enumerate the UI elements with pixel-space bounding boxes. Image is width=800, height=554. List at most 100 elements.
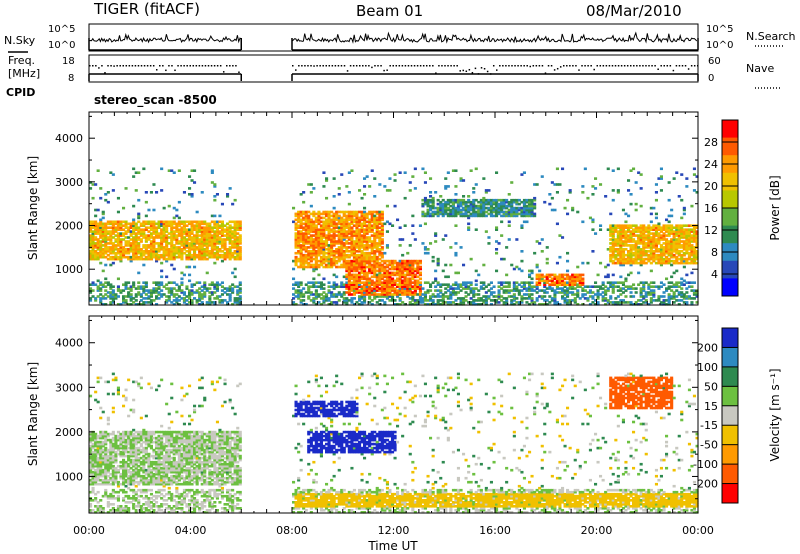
heatmap-cell <box>170 301 174 304</box>
heatmap-cell <box>368 281 372 284</box>
heatmap-cell <box>627 253 631 257</box>
heatmap-cell <box>670 285 674 288</box>
heatmap-cell <box>319 212 323 216</box>
heatmap-cell <box>388 267 392 271</box>
heatmap-cell <box>484 198 488 202</box>
heatmap-cell <box>378 232 382 235</box>
heatmap-cell <box>667 259 671 263</box>
heatmap-cell <box>662 261 666 265</box>
heatmap-cell <box>421 242 425 245</box>
heatmap-cell <box>309 285 313 288</box>
heatmap-cell <box>444 287 448 290</box>
heatmap-cell <box>459 198 463 202</box>
heatmap-cell <box>355 287 359 290</box>
heatmap-cell <box>512 287 516 290</box>
heatmap-cell <box>436 299 440 302</box>
heatmap-cell <box>553 273 557 277</box>
heatmap-cell <box>647 255 651 259</box>
heatmap-cell <box>205 224 209 227</box>
heatmap-cell <box>444 200 448 204</box>
heatmap-cell <box>401 281 405 284</box>
heatmap-cell <box>210 246 214 249</box>
freq-label-line2: [MHz] <box>8 67 40 80</box>
heatmap-cell <box>502 204 506 208</box>
heatmap-cell <box>662 259 666 263</box>
heatmap-cell <box>363 291 367 294</box>
heatmap-cell <box>193 250 197 253</box>
nave-point <box>198 65 201 67</box>
heatmap-cell <box>370 271 374 275</box>
heatmap-cell <box>614 244 618 247</box>
heatmap-cell <box>429 303 433 306</box>
heatmap-cell <box>393 261 397 265</box>
heatmap-cell <box>139 234 143 237</box>
heatmap-cell <box>198 240 202 243</box>
heatmap-cell <box>543 303 547 306</box>
heatmap-cell <box>378 269 382 273</box>
heatmap-cell <box>639 238 643 241</box>
heatmap-cell <box>215 248 219 251</box>
heatmap-cell <box>550 283 554 286</box>
heatmap-cell <box>637 257 641 261</box>
heatmap-cell <box>132 255 136 259</box>
heatmap-cell <box>302 238 306 241</box>
heatmap-cell <box>611 198 615 202</box>
heatmap-cell <box>368 261 372 265</box>
heatmap-cell <box>345 216 349 220</box>
heatmap-cell <box>127 251 131 255</box>
heatmap-cell <box>505 301 509 304</box>
heatmap-cell <box>672 240 676 243</box>
heatmap-cell <box>396 291 400 294</box>
heatmap-cell <box>91 244 95 247</box>
heatmap-cell <box>89 255 93 259</box>
heatmap-cell <box>451 287 455 290</box>
heatmap-cell <box>398 269 402 273</box>
heatmap-cell <box>370 269 374 273</box>
heatmap-cell <box>236 240 240 243</box>
heatmap-cell <box>520 295 524 298</box>
heatmap-cell <box>139 240 143 243</box>
heatmap-cell <box>231 291 235 294</box>
heatmap-cell <box>177 222 181 226</box>
heatmap-cell <box>358 267 362 271</box>
heatmap-cell <box>223 224 227 227</box>
heatmap-cell <box>431 295 435 298</box>
heatmap-cell <box>561 281 565 284</box>
heatmap-cell <box>101 283 105 286</box>
heatmap-cell <box>304 220 308 224</box>
heatmap-cell <box>555 183 559 186</box>
heatmap-cell <box>657 226 661 229</box>
heatmap-cell <box>182 230 186 233</box>
heatmap-cell <box>94 238 98 241</box>
heatmap-cell <box>553 295 557 298</box>
heatmap-cell <box>317 240 321 243</box>
heatmap-cell <box>162 246 166 249</box>
heatmap-cell <box>157 246 161 249</box>
heatmap-cell <box>180 248 184 251</box>
nave-point <box>435 72 437 74</box>
heatmap-cell <box>213 301 217 304</box>
heatmap-cell <box>670 248 674 251</box>
heatmap-cell <box>370 293 374 296</box>
heatmap-cell <box>332 214 336 218</box>
heatmap-cell <box>307 253 311 257</box>
heatmap-cell <box>91 222 95 226</box>
heatmap-cell <box>662 283 666 286</box>
heatmap-cell <box>147 250 151 253</box>
nave-point <box>116 65 118 67</box>
heatmap-cell <box>611 244 615 247</box>
heatmap-cell <box>109 291 113 294</box>
heatmap-cell <box>350 267 354 271</box>
heatmap-cell <box>545 273 549 277</box>
heatmap-cell <box>363 246 367 249</box>
heatmap-cell <box>611 281 615 284</box>
heatmap-cell <box>489 281 493 284</box>
heatmap-cell <box>429 195 433 198</box>
heatmap-cell <box>190 230 194 233</box>
heatmap-cell <box>302 234 306 237</box>
heatmap-cell <box>137 232 141 235</box>
heatmap-cell <box>520 285 524 288</box>
heatmap-cell <box>649 242 653 245</box>
heatmap-cell <box>375 246 379 249</box>
heatmap-cell <box>489 206 493 210</box>
